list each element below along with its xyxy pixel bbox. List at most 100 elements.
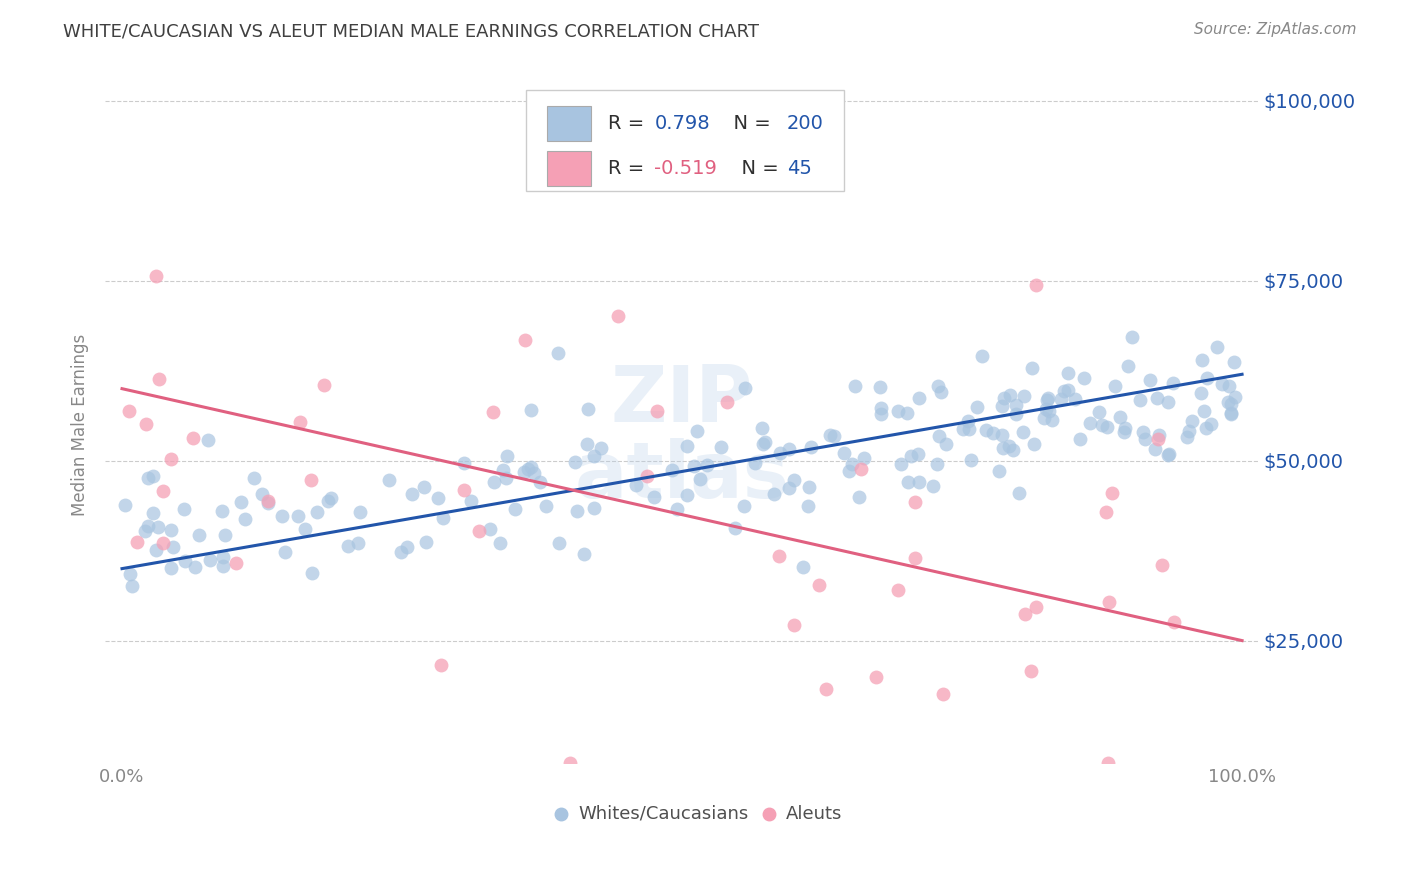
Point bbox=[432, 511, 454, 525]
Point bbox=[931, 384, 953, 399]
Point bbox=[778, 442, 800, 457]
Point bbox=[865, 670, 887, 684]
Point bbox=[870, 407, 893, 421]
Point bbox=[495, 471, 517, 485]
Point bbox=[198, 553, 221, 567]
Point bbox=[489, 535, 512, 549]
Point bbox=[174, 554, 197, 568]
Point bbox=[991, 428, 1014, 442]
Point bbox=[792, 559, 814, 574]
Point bbox=[1201, 417, 1223, 432]
Point bbox=[751, 421, 773, 435]
Point bbox=[491, 463, 513, 477]
Point bbox=[183, 560, 205, 574]
Point bbox=[1069, 432, 1091, 446]
Point bbox=[427, 491, 450, 505]
Point bbox=[1019, 665, 1042, 679]
Point bbox=[519, 403, 541, 417]
Point bbox=[307, 505, 329, 519]
Point bbox=[321, 491, 343, 505]
Point bbox=[928, 428, 950, 442]
Point bbox=[1094, 505, 1116, 519]
Text: 0.798: 0.798 bbox=[654, 114, 710, 133]
Point bbox=[838, 464, 860, 478]
Point bbox=[1035, 402, 1057, 417]
Point bbox=[453, 456, 475, 470]
Point bbox=[572, 547, 595, 561]
Point bbox=[257, 493, 280, 508]
Point bbox=[152, 535, 174, 549]
Point bbox=[890, 457, 912, 471]
Point bbox=[993, 391, 1015, 405]
Point bbox=[1191, 353, 1213, 368]
Point bbox=[395, 540, 418, 554]
Point bbox=[1139, 373, 1161, 387]
Point bbox=[932, 687, 955, 701]
Point bbox=[797, 499, 820, 513]
Text: N =: N = bbox=[721, 114, 778, 133]
Point bbox=[991, 441, 1014, 455]
Point bbox=[807, 577, 830, 591]
Point bbox=[136, 470, 159, 484]
Point bbox=[529, 475, 551, 489]
Point bbox=[482, 404, 505, 418]
Text: Aleuts: Aleuts bbox=[786, 805, 842, 822]
Point bbox=[768, 549, 790, 564]
Point bbox=[903, 551, 925, 566]
Point bbox=[1078, 416, 1101, 430]
Point bbox=[887, 582, 910, 597]
Point bbox=[1218, 379, 1240, 393]
Point bbox=[1005, 398, 1028, 412]
Point bbox=[211, 550, 233, 565]
Point bbox=[118, 404, 141, 418]
Point bbox=[114, 498, 136, 512]
Point bbox=[716, 395, 738, 409]
Point bbox=[1088, 405, 1111, 419]
Point bbox=[145, 543, 167, 558]
Point bbox=[907, 447, 929, 461]
Point bbox=[482, 475, 505, 490]
Point bbox=[197, 433, 219, 447]
Point bbox=[162, 541, 184, 555]
Point bbox=[1206, 340, 1229, 354]
Point bbox=[676, 439, 699, 453]
Point bbox=[935, 436, 957, 450]
Point bbox=[1192, 404, 1215, 418]
Point bbox=[645, 404, 668, 418]
Point bbox=[214, 527, 236, 541]
Point bbox=[818, 428, 841, 442]
Point bbox=[823, 429, 845, 443]
Point bbox=[1163, 615, 1185, 629]
Point bbox=[782, 618, 804, 632]
Point bbox=[733, 499, 755, 513]
Point bbox=[377, 473, 399, 487]
Point bbox=[1211, 376, 1233, 391]
Point bbox=[225, 557, 247, 571]
Point bbox=[1132, 425, 1154, 439]
Point bbox=[558, 756, 581, 770]
Point bbox=[1014, 607, 1036, 621]
Point bbox=[814, 681, 837, 696]
Point bbox=[1219, 407, 1241, 421]
Point bbox=[148, 372, 170, 386]
Point bbox=[287, 509, 309, 524]
Point bbox=[1150, 558, 1173, 573]
Point bbox=[1035, 392, 1057, 407]
FancyBboxPatch shape bbox=[547, 152, 591, 186]
Point bbox=[869, 380, 891, 394]
Point bbox=[1223, 390, 1246, 404]
Point bbox=[582, 449, 605, 463]
Point bbox=[274, 545, 297, 559]
Point bbox=[1178, 424, 1201, 438]
Point bbox=[636, 469, 658, 483]
Point bbox=[896, 406, 918, 420]
Point bbox=[991, 399, 1014, 413]
Point bbox=[314, 378, 336, 392]
Point bbox=[925, 457, 948, 471]
Point bbox=[1195, 421, 1218, 435]
FancyBboxPatch shape bbox=[547, 106, 591, 141]
Point bbox=[135, 417, 157, 431]
Point bbox=[229, 495, 252, 509]
Point bbox=[998, 388, 1021, 402]
Point bbox=[1157, 395, 1180, 409]
